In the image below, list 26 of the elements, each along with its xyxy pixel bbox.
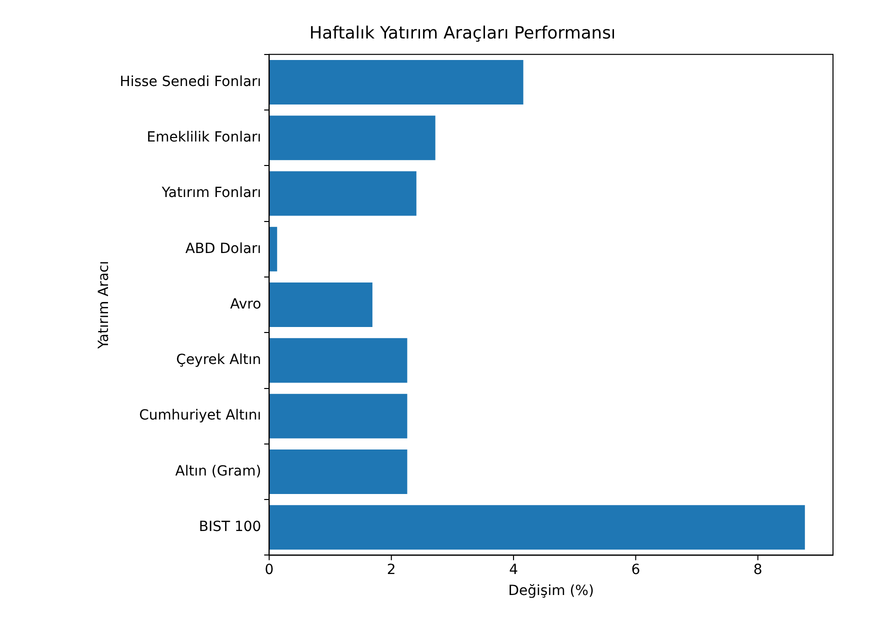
y-tick-label: Emeklilik Fonları — [146, 130, 262, 146]
bar — [269, 226, 278, 272]
y-tick-label: ABD Doları — [185, 240, 262, 257]
bar — [269, 338, 408, 383]
y-tick-label: Cumhuriyet Altını — [139, 408, 262, 424]
bar — [269, 394, 408, 438]
y-tick-label: Hisse Senedi Fonları — [120, 74, 262, 90]
y-tick-label: BIST 100 — [198, 519, 262, 536]
bar — [269, 282, 372, 328]
bar — [269, 116, 436, 160]
chart-title: Haftalık Yatırım Araçları Performansı — [309, 24, 616, 44]
y-tick-label: Avro — [230, 296, 262, 312]
bar — [269, 171, 416, 216]
x-tick-label: 2 — [386, 562, 396, 578]
y-axis-title: Yatırım Aracı — [96, 260, 112, 350]
y-tick-label: Altın (Gram) — [175, 463, 262, 480]
y-tick-label: Çeyrek Altın — [176, 352, 262, 368]
x-tick-label: 4 — [509, 562, 518, 578]
bar — [269, 60, 524, 104]
bar — [269, 505, 805, 550]
x-tick-label: 8 — [753, 562, 762, 578]
x-tick-label: 6 — [631, 562, 640, 578]
bar — [269, 449, 408, 494]
x-axis-title: Değişim (%) — [508, 583, 594, 600]
x-tick-label: 0 — [264, 562, 274, 578]
y-tick-label: Yatırım Fonları — [160, 185, 262, 202]
